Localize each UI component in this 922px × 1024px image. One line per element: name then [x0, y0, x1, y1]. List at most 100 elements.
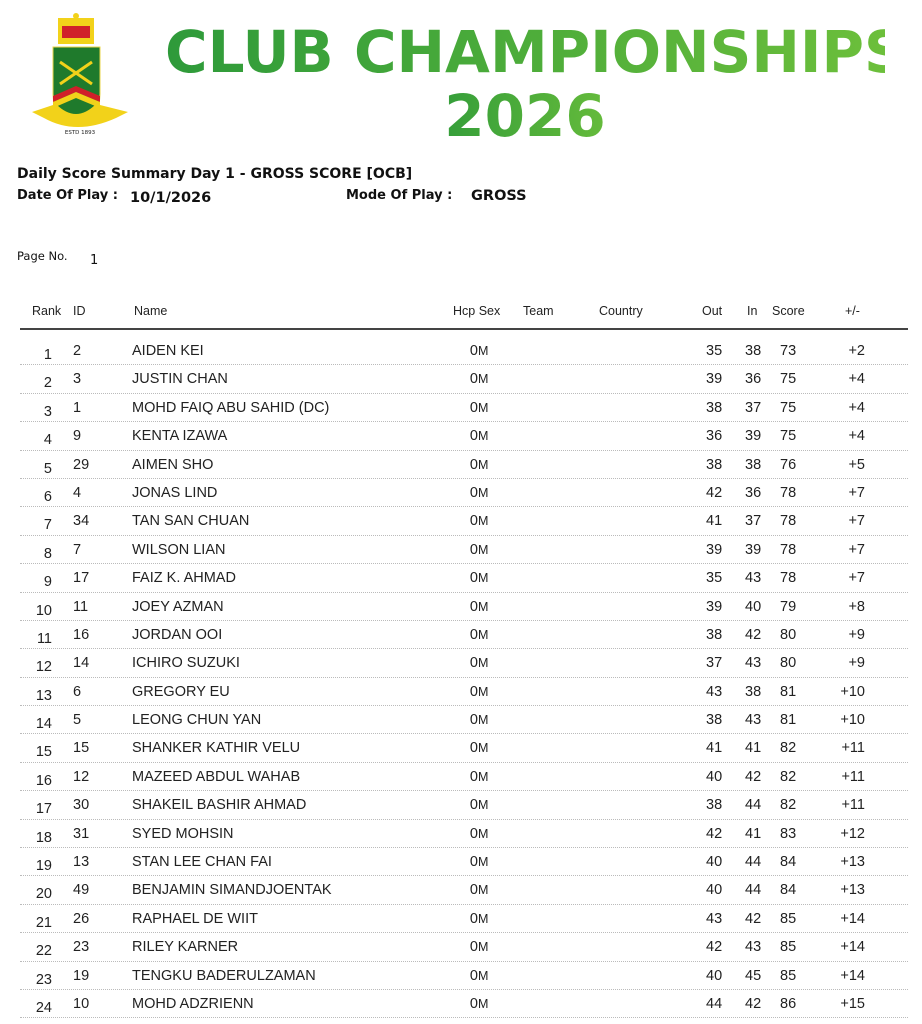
diff-cell: +7 [848, 541, 865, 558]
page-label: Page No. [17, 249, 68, 263]
name-cell: SHANKER KATHIR VELU [132, 740, 301, 757]
out-cell: 36 [706, 428, 723, 445]
score-cell: 83 [780, 825, 797, 842]
in-cell: 38 [745, 683, 762, 700]
diff-cell: +4 [848, 428, 865, 445]
sex-cell: M [478, 855, 489, 870]
title-year: 2026 [420, 82, 630, 150]
rank-cell: 14 [35, 716, 52, 733]
sex-cell: M [478, 485, 489, 500]
id-cell: 15 [73, 740, 90, 757]
hcp-cell: 0 [469, 797, 478, 814]
score-cell: 75 [780, 399, 797, 416]
col-score: Score [772, 304, 805, 318]
hcp-cell: 0 [469, 456, 478, 473]
table-row: 8 7 WILSON LIAN 0 M 39 39 78 +7 [20, 536, 908, 565]
hcp-cell: 0 [469, 484, 478, 501]
rank-cell: 24 [35, 999, 52, 1016]
score-cell: 79 [780, 598, 797, 615]
out-cell: 35 [706, 343, 723, 359]
table-row: 17 30 SHAKEIL BASHIR AHMAD 0 M 38 44 82 +11 [20, 791, 908, 820]
hcp-cell: 0 [469, 570, 478, 587]
name-cell: SYED MOHSIN [132, 825, 234, 842]
in-cell: 42 [745, 995, 762, 1012]
hcp-cell: 0 [469, 910, 478, 927]
name-cell: AIMEN SHO [132, 456, 214, 473]
rank-cell: 21 [35, 914, 52, 931]
sex-cell: M [478, 940, 489, 955]
in-cell: 43 [745, 570, 762, 587]
score-cell: 84 [780, 854, 797, 871]
hcp-cell: 0 [469, 995, 478, 1012]
id-cell: 3 [73, 371, 82, 388]
score-cell: 75 [780, 371, 797, 388]
table-row: 3 1 MOHD FAIQ ABU SAHID (DC) 0 M 38 37 75 +4 [20, 394, 908, 423]
sex-cell: M [478, 769, 489, 784]
in-cell: 38 [745, 456, 762, 473]
name-cell: JORDAN OOI [132, 626, 223, 643]
rank-cell: 3 [43, 403, 52, 420]
in-cell: 36 [745, 371, 762, 388]
score-cell: 81 [780, 712, 797, 729]
sex-cell: M [478, 599, 489, 614]
id-cell: 9 [73, 428, 82, 445]
name-cell: GREGORY EU [132, 683, 230, 700]
name-cell: RILEY KARNER [132, 939, 239, 956]
out-cell: 38 [706, 399, 723, 416]
hcp-cell: 0 [469, 513, 478, 530]
table-row: 21 26 RAPHAEL DE WIIT 0 M 43 42 85 +14 [20, 905, 908, 934]
in-cell: 45 [745, 967, 762, 984]
diff-cell: +11 [841, 768, 865, 785]
id-cell: 13 [73, 854, 90, 871]
title-line1: CLUB CHAMPIONSHIPS [165, 18, 906, 86]
out-cell: 43 [706, 683, 723, 700]
col-hcp-sex: Hcp Sex [453, 304, 501, 318]
diff-cell: +9 [848, 626, 865, 643]
out-cell: 39 [706, 371, 723, 388]
score-cell: 78 [780, 484, 797, 501]
sex-cell: M [478, 996, 489, 1011]
name-cell: MAZEED ABDUL WAHAB [132, 768, 301, 785]
hcp-cell: 0 [469, 343, 478, 359]
score-cell: 82 [780, 768, 797, 785]
diff-cell: +4 [848, 399, 865, 416]
hcp-cell: 0 [469, 882, 478, 899]
sex-cell: M [478, 713, 489, 728]
hcp-cell: 0 [469, 371, 478, 388]
rank-cell: 15 [35, 744, 52, 761]
rank-cell: 2 [43, 375, 52, 392]
diff-cell: +8 [848, 598, 865, 615]
hcp-cell: 0 [469, 683, 478, 700]
in-cell: 40 [745, 598, 762, 615]
diff-cell: +12 [840, 825, 865, 842]
out-cell: 40 [706, 967, 723, 984]
sex-cell: M [478, 883, 489, 898]
name-cell: STAN LEE CHAN FAI [132, 854, 272, 871]
rank-cell: 16 [35, 772, 52, 789]
col-name: Name [134, 304, 168, 318]
sex-cell: M [478, 968, 489, 983]
out-cell: 39 [706, 598, 723, 615]
in-cell: 36 [745, 484, 762, 501]
id-cell: 34 [73, 513, 90, 530]
diff-cell: +14 [840, 939, 865, 956]
table-row: 19 13 STAN LEE CHAN FAI 0 M 40 44 84 +13 [20, 848, 908, 877]
sex-cell: M [478, 826, 489, 841]
in-cell: 43 [745, 939, 762, 956]
in-cell: 42 [745, 910, 762, 927]
name-cell: TENGKU BADERULZAMAN [132, 967, 316, 984]
score-cell: 85 [780, 910, 797, 927]
diff-cell: +9 [848, 655, 865, 672]
table-row: 7 34 TAN SAN CHUAN 0 M 41 37 78 +7 [20, 507, 908, 536]
sex-cell: M [478, 741, 489, 756]
hcp-cell: 0 [469, 825, 478, 842]
in-cell: 42 [745, 626, 762, 643]
id-cell: 4 [73, 484, 82, 501]
col-out: Out [702, 304, 723, 318]
out-cell: 40 [706, 882, 723, 899]
name-cell: JUSTIN CHAN [132, 371, 228, 388]
out-cell: 39 [706, 541, 723, 558]
hcp-cell: 0 [469, 626, 478, 643]
sex-cell: M [478, 542, 489, 557]
diff-cell: +10 [840, 683, 865, 700]
